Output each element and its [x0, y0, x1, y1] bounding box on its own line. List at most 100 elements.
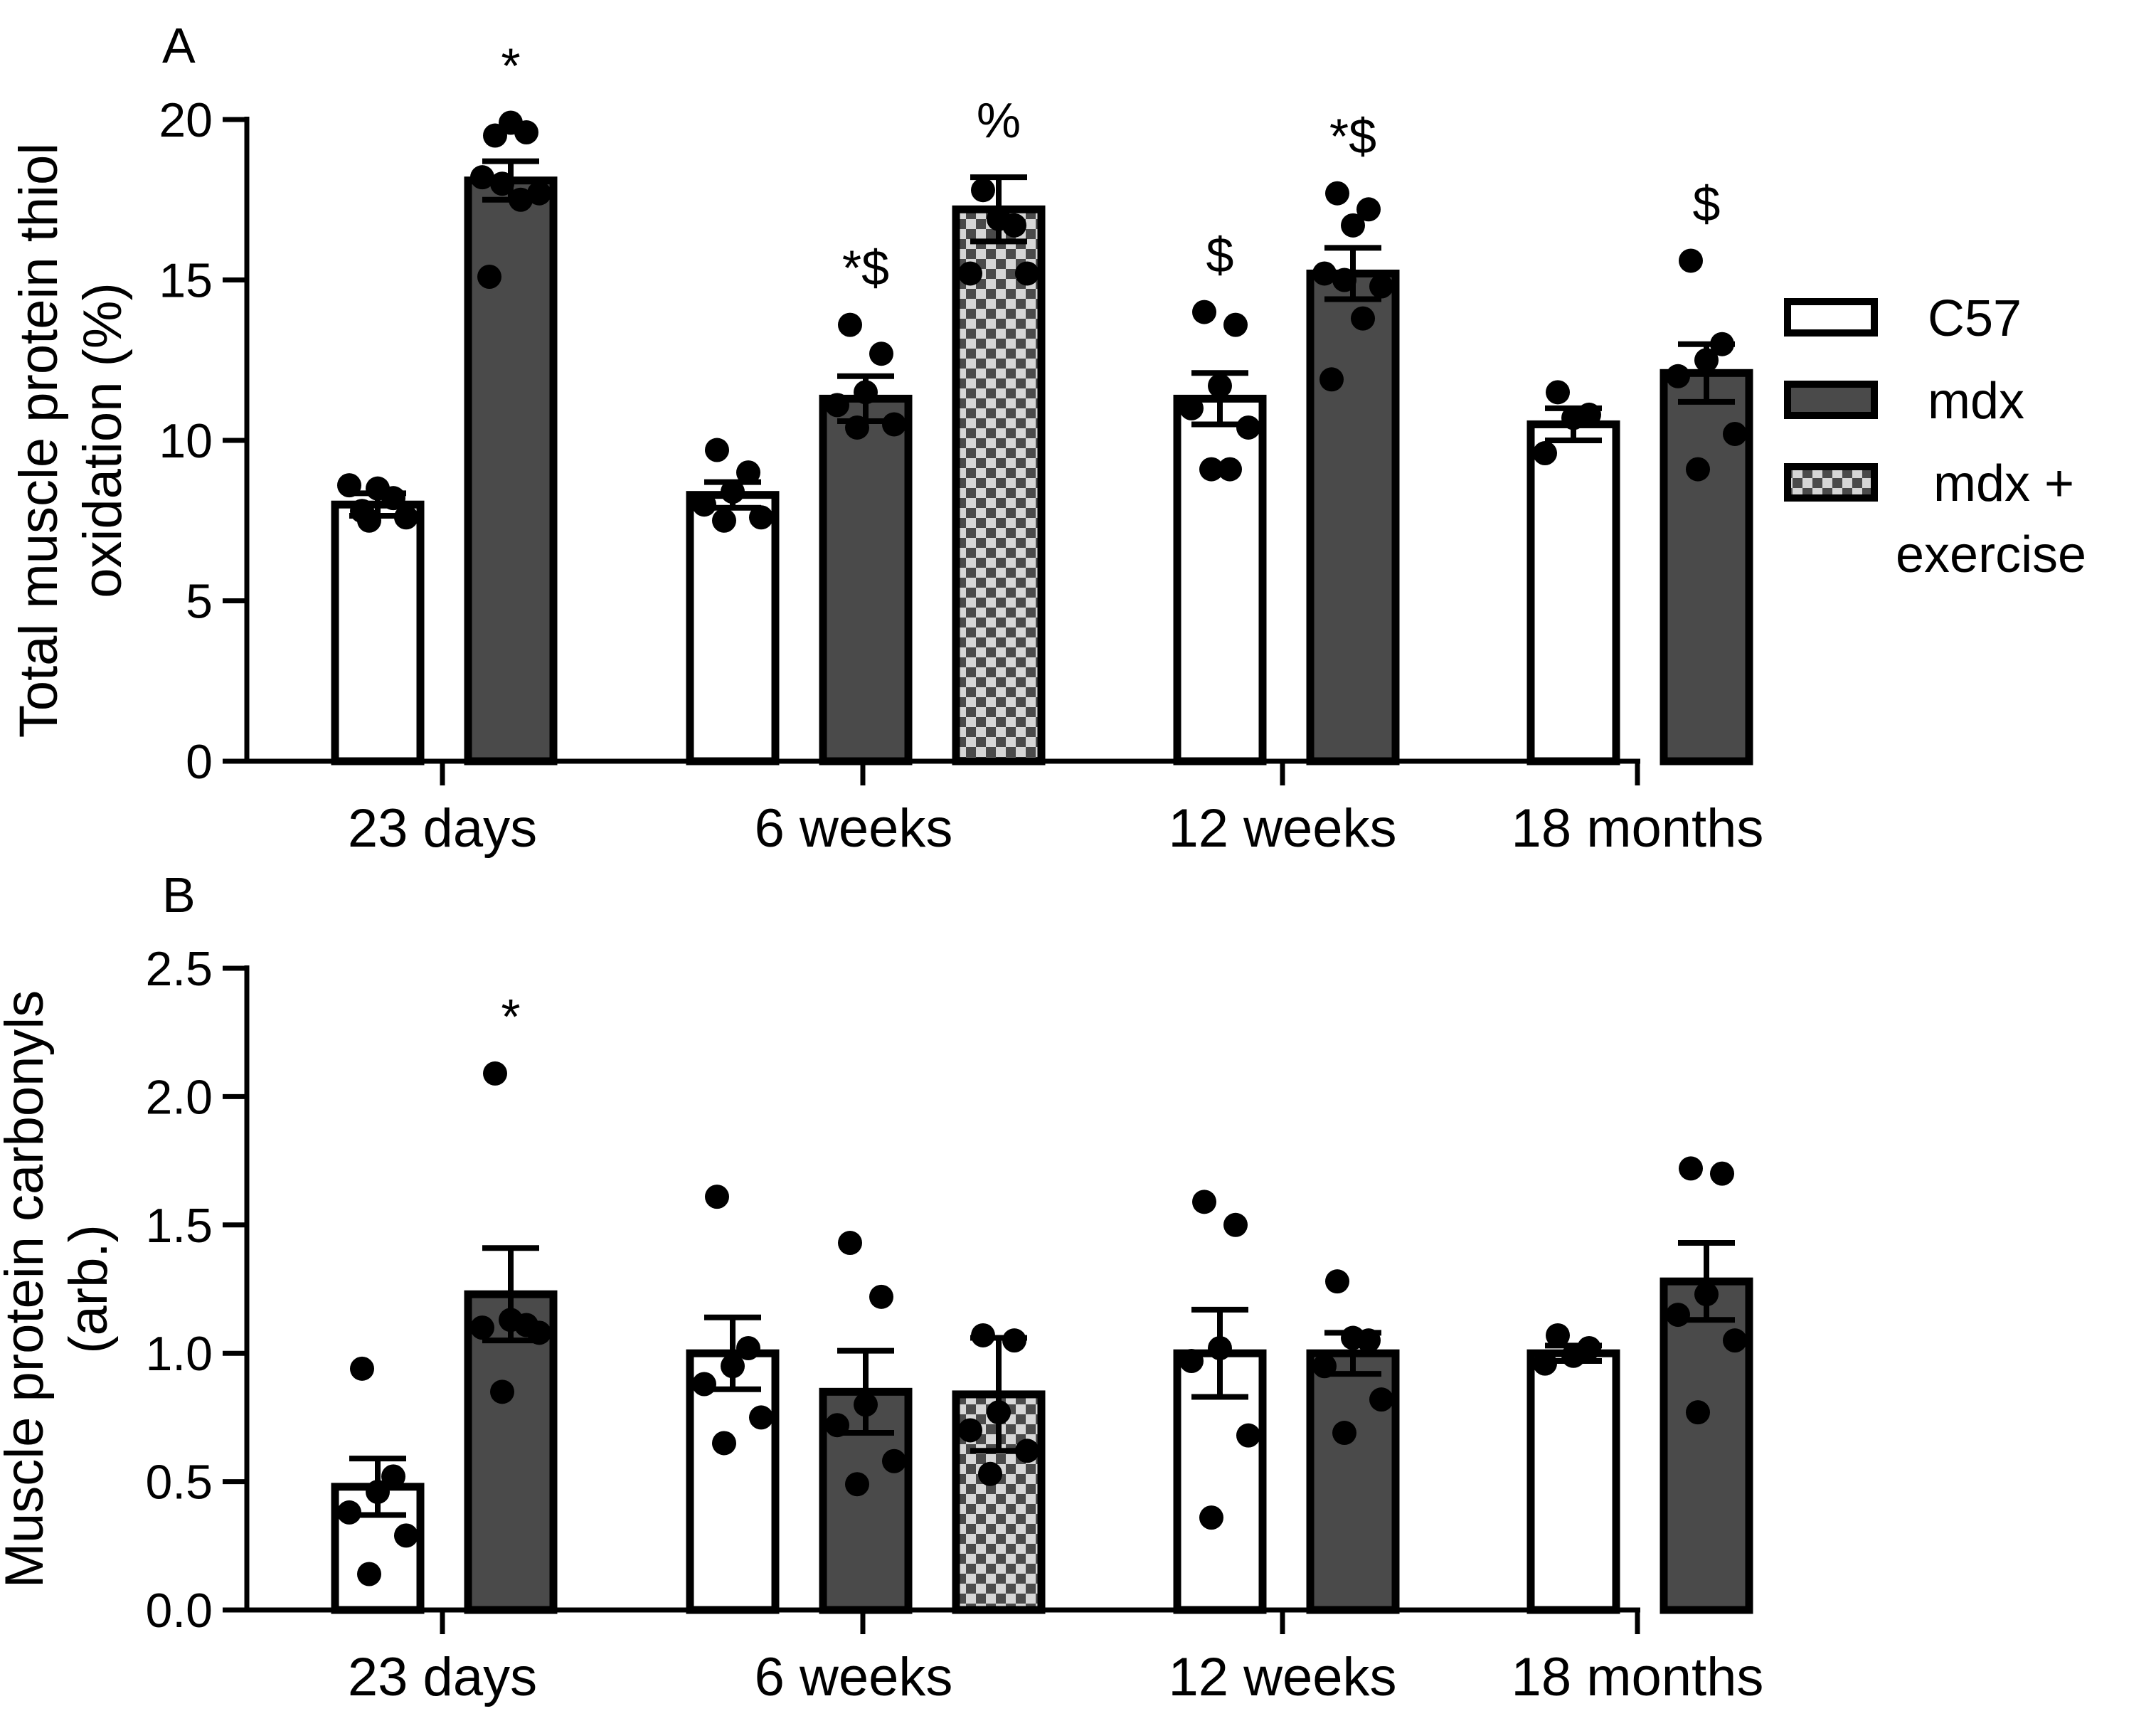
data-point [1015, 1439, 1039, 1463]
data-point [705, 1185, 729, 1209]
data-point [1561, 406, 1586, 430]
data-point [736, 460, 760, 485]
data-point [1179, 1349, 1204, 1374]
y-tick-label: 1.0 [145, 1327, 213, 1381]
y-tick-label: 0 [186, 735, 213, 789]
y-axis-title-line2: oxidation (%) [73, 282, 133, 598]
data-point [1312, 261, 1337, 286]
significance-label: $ [1206, 228, 1234, 283]
legend-swatch [1784, 463, 1878, 502]
data-point [838, 1231, 862, 1256]
data-point [483, 1061, 507, 1086]
data-point [366, 1480, 390, 1505]
significance-label: * [501, 989, 520, 1044]
data-point [1312, 1354, 1337, 1379]
y-axis-title: Total muscle protein thioloxidation (%) [9, 143, 133, 738]
legend: C57 mdx mdx + exercise [1784, 290, 2086, 583]
data-point [1710, 332, 1734, 356]
significance-label: *$ [842, 240, 889, 296]
data-point [1199, 1505, 1223, 1530]
bar-c57 [331, 500, 425, 766]
y-tick-label: 1.5 [145, 1199, 213, 1253]
data-point [712, 508, 736, 533]
data-point [1199, 457, 1223, 482]
legend-swatch [1784, 298, 1878, 337]
data-point [749, 1405, 773, 1430]
data-point [490, 1379, 514, 1404]
data-point [470, 165, 494, 190]
legend-label: exercise [1896, 526, 2086, 583]
data-point [838, 312, 862, 337]
data-point [1686, 457, 1710, 482]
data-point [845, 1472, 869, 1497]
data-point [366, 476, 390, 501]
data-point [470, 1315, 494, 1340]
x-tick-label: 23 days [348, 1647, 537, 1707]
data-point [490, 171, 514, 196]
data-point [854, 380, 878, 405]
data-point [394, 505, 418, 530]
data-point [1332, 1421, 1356, 1446]
bar-c57 [1173, 394, 1267, 766]
data-point [705, 438, 729, 462]
bar-c57 [1526, 1349, 1620, 1614]
data-point [869, 1284, 893, 1309]
data-point [958, 1418, 982, 1443]
panel-b-chart: 0.0 0.5 1.0 1.5 2.0 2.5 23 days 6 weeks 12 weeks… [0, 867, 1763, 1707]
data-point [1015, 261, 1039, 286]
panel-label: A [162, 18, 196, 73]
data-point [499, 1308, 523, 1333]
data-point [1341, 1325, 1365, 1350]
data-point [971, 1323, 995, 1347]
data-point [978, 1461, 1002, 1486]
data-point [337, 1500, 361, 1525]
y-axis-title-line2: (arb.) [58, 1224, 119, 1354]
panel-label: B [162, 867, 196, 923]
x-tick-label: 23 days [348, 798, 537, 859]
y-axis-title: Muscle protein carbonyls(arb.) [0, 990, 119, 1589]
data-point [1666, 364, 1690, 388]
y-tick-label: 20 [159, 93, 213, 147]
data-point [499, 110, 523, 135]
bar-mdx [464, 1290, 558, 1614]
data-point [1710, 1161, 1734, 1186]
data-point [337, 473, 361, 498]
data-point [350, 1356, 374, 1381]
data-point [1369, 274, 1393, 299]
data-point [1351, 306, 1375, 331]
bar-c57 [686, 491, 780, 766]
data-point [692, 492, 716, 517]
data-point [381, 1464, 405, 1489]
data-point [1369, 1387, 1393, 1412]
legend-label: mdx + [1933, 455, 2074, 512]
y-tick-label: 5 [186, 575, 213, 629]
data-point [854, 1392, 878, 1417]
data-point [1236, 1423, 1260, 1448]
y-tick-label: 0.5 [145, 1456, 213, 1510]
x-tick-label: 18 months [1512, 1647, 1764, 1707]
legend-swatch [1784, 381, 1878, 419]
data-point [527, 1320, 551, 1345]
bar-mdx [464, 176, 558, 766]
significance-label: * [501, 38, 520, 94]
data-point [1002, 1328, 1026, 1353]
data-point [1533, 441, 1557, 466]
data-point [1179, 396, 1204, 420]
data-point [987, 206, 1011, 231]
significance-label: *$ [1329, 109, 1376, 164]
data-point [958, 261, 982, 286]
data-point [1332, 267, 1356, 292]
data-point [1666, 1303, 1690, 1328]
data-point [845, 415, 869, 440]
x-tick-label: 18 months [1512, 798, 1764, 859]
data-point [1208, 374, 1232, 398]
legend-label: C57 [1928, 290, 2022, 347]
data-point [1223, 1212, 1248, 1237]
data-point [1723, 1328, 1747, 1353]
data-point [1356, 197, 1381, 222]
bar-c57 [1526, 420, 1620, 766]
data-point [882, 1448, 906, 1473]
data-point [1686, 1400, 1710, 1425]
y-tick-label: 2.5 [145, 942, 213, 996]
